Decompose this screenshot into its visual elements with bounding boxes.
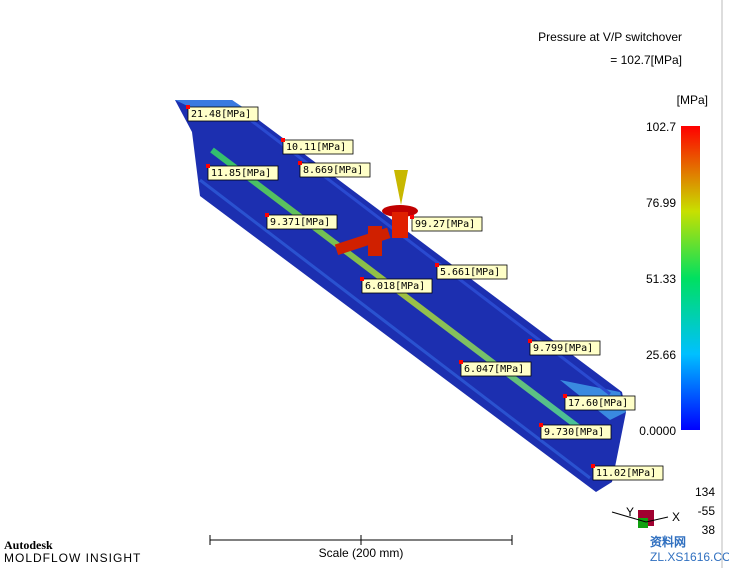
probe-box [282,139,354,155]
legend-tick: 102.7 [646,120,676,134]
probe-label: 6.018[MPa] [360,277,433,294]
watermark-title: 资料网 [650,534,686,549]
probe-label: 21.48[MPa] [186,105,259,122]
watermark-url: ZL.XS1616.COM [650,550,729,564]
probe-value: 10.11[MPa] [286,142,346,153]
orientation-value: 38 [702,523,716,537]
orientation-value: 134 [695,485,715,499]
scale-label: Scale (200 mm) [319,546,404,560]
logo-brand: Autodesk [4,538,53,552]
probe-point [265,213,269,217]
probe-value: 5.661[MPa] [440,267,500,278]
probe-value: 9.730[MPa] [544,427,604,438]
probe-value: 8.669[MPa] [303,165,363,176]
scale-bar [209,535,513,545]
probe-label: 11.85[MPa] [206,164,279,181]
probe-label: 10.11[MPa] [281,138,354,155]
probe-box [187,106,259,122]
probe-point [459,360,463,364]
probe-point [360,277,364,281]
probe-value: 6.047[MPa] [464,364,524,375]
probe-label: 9.799[MPa] [528,339,601,356]
probe-box [207,165,279,181]
probe-box [592,465,664,481]
probe-box [564,395,636,411]
probe-box [266,214,338,230]
probe-value: 11.02[MPa] [596,468,656,479]
legend-tick: 25.66 [646,348,676,362]
probe-label: 11.02[MPa] [591,464,664,481]
probe-box [460,361,532,377]
probe-box [436,264,508,280]
probe-value: 99.27[MPa] [415,219,475,230]
probe-value: 11.85[MPa] [211,168,271,179]
probe-value: 9.799[MPa] [533,343,593,354]
probe-label: 9.371[MPa] [265,213,338,230]
probe-point [281,138,285,142]
orientation-value: -55 [698,504,716,518]
probe-box [411,216,483,232]
probe-point [563,394,567,398]
result-title: Pressure at V/P switchover [538,30,682,44]
probe-label: 99.27[MPa] [410,215,483,232]
probe-box [299,162,371,178]
probe-label: 9.730[MPa] [539,423,612,440]
axis-y: Y [626,505,634,519]
logo-product: MOLDFLOW INSIGHT [4,551,141,565]
probe-point [186,105,190,109]
probe-box [361,278,433,294]
probe-label: 17.60[MPa] [563,394,636,411]
result-value: = 102.7[MPa] [610,53,682,67]
probe-point [298,161,302,165]
probe-label: 6.047[MPa] [459,360,532,377]
probe-value: 17.60[MPa] [568,398,628,409]
probe-value: 6.018[MPa] [365,281,425,292]
probe-point [539,423,543,427]
color-scale [681,126,700,430]
probe-point [528,339,532,343]
legend-tick: 76.99 [646,196,676,210]
probe-label: 5.661[MPa] [435,263,508,280]
legend-tick: 0.0000 [639,424,676,438]
axis-triad [611,510,669,528]
probe-value: 21.48[MPa] [191,109,251,120]
probe-point [435,263,439,267]
axis-x: X [672,510,680,524]
probe-point [591,464,595,468]
probe-box [529,340,601,356]
legend-tick: 51.33 [646,272,676,286]
probe-point [410,215,414,219]
probe-point [206,164,210,168]
probe-label: 8.669[MPa] [298,161,371,178]
legend-unit: [MPa] [677,93,708,107]
probe-box [540,424,612,440]
probe-value: 9.371[MPa] [270,217,330,228]
